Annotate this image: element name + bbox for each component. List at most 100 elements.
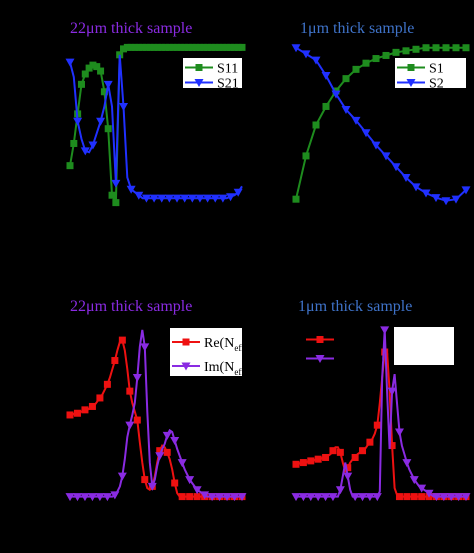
data-point (424, 489, 434, 498)
data-point (132, 374, 142, 383)
data-point (133, 416, 141, 424)
data-point (351, 116, 361, 125)
data-point (200, 43, 208, 51)
data-point (158, 43, 166, 51)
data-point (237, 493, 247, 502)
data-point (96, 394, 104, 402)
data-point (312, 121, 320, 129)
data-point (311, 56, 321, 65)
data-point (188, 43, 196, 51)
data-point (372, 493, 382, 502)
data-point (118, 336, 126, 344)
data-point (291, 493, 301, 502)
chart-panel-3: 22μm thick sample Re(Neff)Im(Neff) (65, 298, 249, 502)
data-point (234, 43, 242, 51)
data-point (402, 47, 410, 55)
data-point (382, 51, 390, 59)
data-point (421, 189, 431, 198)
data-point (157, 194, 167, 203)
data-point (442, 44, 450, 52)
data-point (307, 457, 315, 465)
data-point (142, 43, 150, 51)
data-point (80, 493, 90, 502)
chart-title: 1μm thick sample (298, 298, 412, 315)
data-point (171, 479, 179, 487)
data-point (173, 43, 181, 51)
data-point (335, 486, 345, 495)
data-point (410, 493, 418, 501)
data-point (391, 163, 401, 172)
data-point (162, 431, 172, 440)
data-point (177, 459, 187, 468)
data-point (163, 448, 171, 456)
data-point (411, 183, 421, 192)
data-point (441, 197, 451, 206)
data-point (66, 162, 74, 170)
data-point (108, 191, 116, 199)
data-point (227, 43, 235, 51)
data-point (181, 43, 189, 51)
data-point (329, 447, 337, 455)
data-point (117, 472, 127, 481)
data-point (169, 43, 177, 51)
data-point (366, 438, 374, 446)
legend-marker (194, 79, 204, 87)
data-point (150, 43, 158, 51)
data-point (341, 106, 351, 115)
data-point (200, 491, 210, 500)
data-point (131, 43, 139, 51)
legend-box (394, 327, 454, 365)
data-point (392, 48, 400, 56)
data-point (351, 453, 359, 461)
data-point (192, 43, 200, 51)
data-point (96, 117, 106, 126)
legend-marker (181, 362, 191, 371)
data-point (452, 44, 460, 52)
data-point (207, 43, 215, 51)
plot-area (295, 317, 467, 501)
legend-marker (407, 64, 415, 71)
data-point (119, 103, 129, 112)
data-point (184, 43, 192, 51)
data-point (66, 411, 74, 419)
chart-title: 1μm thick sample (300, 20, 414, 37)
legend-label: S1 (429, 62, 444, 77)
legend-marker (182, 338, 190, 346)
data-point (123, 43, 131, 51)
data-point (322, 102, 330, 110)
data-point (126, 185, 136, 194)
data-point (73, 117, 83, 126)
plot-area (69, 317, 243, 501)
data-point (314, 455, 322, 463)
data-point (401, 174, 411, 183)
data-point (126, 387, 134, 395)
data-point (65, 493, 75, 502)
data-point (73, 409, 81, 417)
data-point (395, 493, 403, 501)
data-point (302, 152, 310, 160)
data-point (100, 88, 108, 96)
legend-marker (315, 355, 325, 363)
data-point (412, 45, 420, 53)
data-point (358, 493, 368, 502)
legend-label: S21 (217, 77, 239, 92)
data-point (165, 43, 173, 51)
plot-area (69, 39, 243, 211)
data-point (193, 493, 201, 501)
data-point (87, 493, 97, 502)
data-point (223, 43, 231, 51)
data-point (331, 90, 341, 99)
data-point (141, 476, 149, 484)
chart-title: 22μm thick sample (70, 20, 192, 37)
data-point (215, 43, 223, 51)
data-point (394, 428, 404, 437)
data-point (373, 421, 381, 429)
data-point (88, 141, 98, 150)
data-point (431, 493, 441, 502)
data-point (204, 43, 212, 51)
